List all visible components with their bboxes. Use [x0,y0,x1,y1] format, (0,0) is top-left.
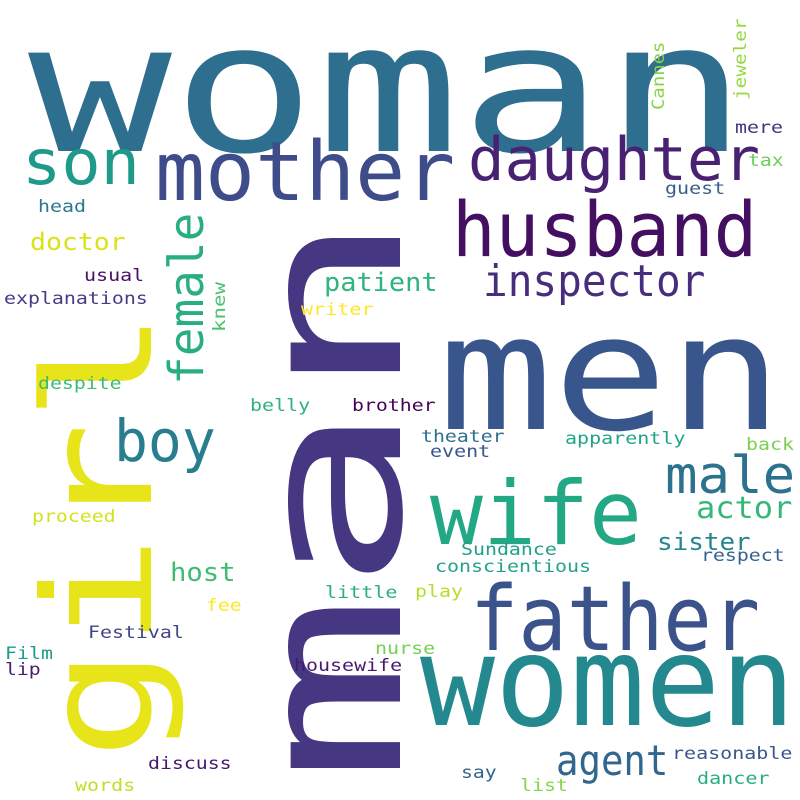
word-host: host [170,558,236,588]
word-despite: despite [38,374,122,394]
word-mother: mother [155,125,456,220]
word-dancer: dancer [697,769,770,789]
word-writer: writer [301,300,374,320]
word-reasonable: reasonable [672,744,793,764]
word-female: female [159,212,215,385]
word-wife: wife [430,462,642,565]
word-husband: husband [452,185,758,274]
word-back: back [746,435,794,455]
word-play: play [415,582,463,602]
word-women: women [420,610,796,755]
word-little: little [325,583,398,603]
word-housewife: housewife [294,656,403,676]
word-father: father [470,567,761,672]
word-event: event [430,442,491,462]
word-belly: belly [250,396,311,416]
word-festival: Festival [88,623,184,643]
word-sundance: Sundance [461,540,557,560]
word-son: son [22,126,140,199]
word-inspector: inspector [483,256,706,307]
word-knew: knew [210,282,230,332]
word-male: male [665,446,796,506]
word-cannes: Cannes [649,41,669,111]
word-fee: fee [206,596,242,616]
word-list: list [520,776,568,796]
word-discuss: discuss [148,754,232,774]
word-proceed: proceed [32,507,116,527]
word-tax: tax [748,151,784,171]
word-doctor: doctor [30,228,126,256]
word-daughter: daughter [468,125,760,195]
word-apparently: apparently [565,429,686,449]
word-respect: respect [701,546,785,566]
word-nurse: nurse [375,639,436,659]
word-boy: boy [114,407,216,475]
word-film: Film [5,644,53,664]
word-jeweler: jeweler [731,18,751,101]
word-patient: patient [324,268,438,298]
word-men: men [438,280,783,467]
word-mere: mere [735,118,783,138]
word-woman: woman [28,0,748,194]
word-conscientious: conscientious [435,557,592,577]
word-lip: lip [5,660,41,680]
word-theater: theater [421,427,505,447]
word-explanations: explanations [4,289,148,309]
word-words: words [75,776,136,796]
word-sister: sister [657,528,751,556]
word-brother: brother [352,396,436,416]
word-say: say [461,763,497,783]
word-actor: actor [696,491,793,526]
word-guest: guest [665,179,726,199]
word-head: head [38,197,86,217]
word-agent: agent [556,736,669,785]
word-usual: usual [84,266,145,286]
